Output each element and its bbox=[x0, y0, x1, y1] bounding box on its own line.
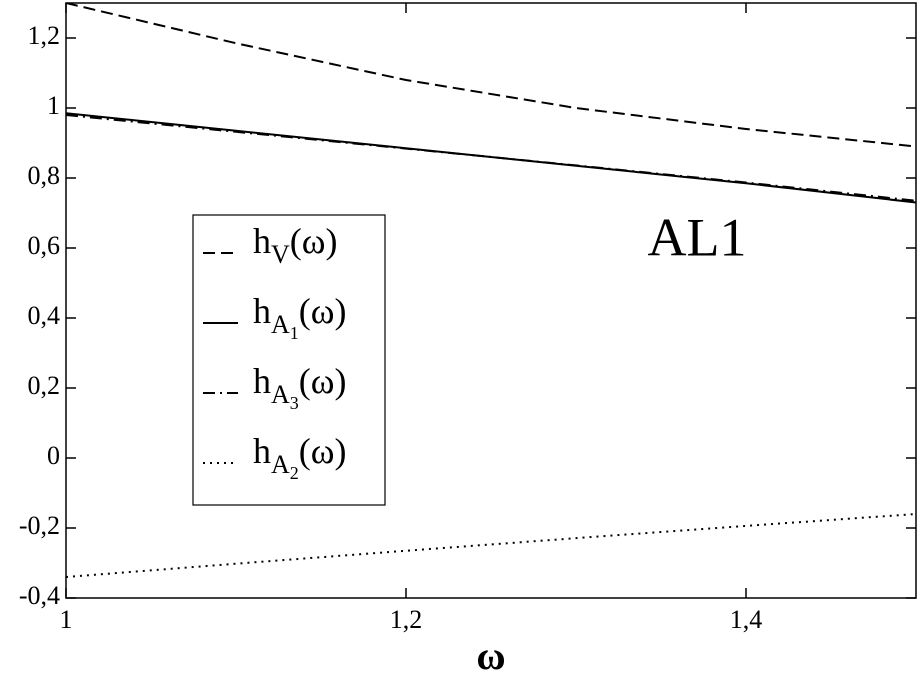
y-tick-label: 1,2 bbox=[28, 21, 61, 50]
x-tick-label: 1,2 bbox=[390, 605, 423, 634]
legend-box bbox=[192, 214, 386, 506]
y-tick-label: 0,6 bbox=[28, 231, 61, 260]
x-axis-label: ω bbox=[476, 633, 505, 678]
y-tick-label: 0,8 bbox=[28, 161, 61, 190]
legend-label: hV(ω) bbox=[253, 221, 337, 269]
y-tick-label: 0,2 bbox=[28, 371, 61, 400]
x-tick-label: 1,4 bbox=[730, 605, 763, 634]
legend-label: hA1(ω) bbox=[253, 291, 346, 343]
y-tick-label: 0,4 bbox=[28, 301, 61, 330]
y-tick-label: -0,2 bbox=[19, 511, 60, 540]
legend-label: hA3(ω) bbox=[253, 361, 346, 413]
plot-frame bbox=[65, 2, 917, 599]
y-tick-label: 1 bbox=[47, 91, 60, 120]
annotation: AL1 bbox=[648, 207, 747, 267]
series-line bbox=[66, 3, 916, 148]
legend-label: hA2(ω) bbox=[253, 431, 346, 483]
series-line bbox=[66, 513, 916, 578]
y-tick-label: -0,4 bbox=[19, 581, 60, 610]
series-line bbox=[66, 112, 916, 204]
x-tick-label: 1 bbox=[60, 605, 73, 634]
y-tick-label: 0 bbox=[47, 441, 60, 470]
